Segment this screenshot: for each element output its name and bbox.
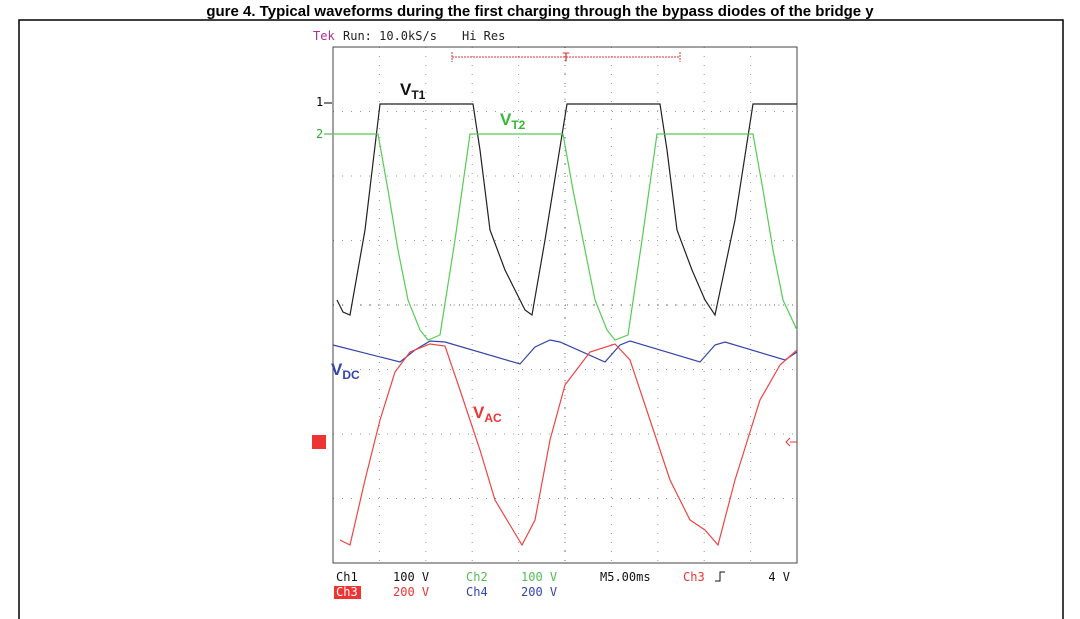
label-main: V — [331, 360, 343, 379]
readout-text: M5.00ms — [600, 570, 651, 584]
caption: gure 4. Typical waveforms during the fir… — [206, 3, 874, 20]
label-vdc: VDC — [331, 360, 360, 382]
label-vt1: VT1 — [400, 80, 426, 102]
label-vac: VAC — [473, 403, 502, 425]
readout-text: 4 V — [768, 570, 790, 584]
marker-1: 1 — [316, 95, 323, 109]
trace-vdc — [332, 339, 798, 365]
readout-text: Ch2 — [466, 570, 488, 584]
label-main: V — [400, 80, 412, 99]
readout-text: Ch3 — [683, 570, 705, 584]
readout-text: 100 V — [393, 570, 429, 584]
ch3-box — [334, 586, 361, 599]
label-sub: AC — [484, 411, 502, 425]
scope-border — [332, 46, 798, 564]
marker-ref — [785, 437, 797, 447]
readout-text: 200 V — [521, 585, 557, 599]
trace-vt2 — [333, 133, 798, 341]
label-vt2: VT2 — [500, 110, 526, 132]
label-sub: DC — [342, 368, 360, 382]
marker-3 — [312, 435, 326, 449]
label-main: V — [473, 403, 485, 422]
mode: Hi Res — [462, 29, 505, 43]
scope-grid — [333, 47, 797, 563]
trigger-bracket — [451, 52, 681, 62]
label-main: V — [500, 110, 512, 129]
label-sub: T1 — [411, 88, 425, 102]
label-sub: T2 — [511, 118, 525, 132]
trigger: T — [562, 51, 569, 65]
readout-text: Ch4 — [466, 585, 488, 599]
trace-vt1 — [336, 103, 797, 317]
marker-2: 2 — [316, 127, 323, 141]
slope-icon — [715, 571, 725, 582]
trace-vac — [339, 343, 798, 547]
brand: Tek — [313, 29, 335, 43]
status: Run: 10.0kS/s — [343, 29, 437, 43]
readout-text: 200 V — [393, 585, 429, 599]
figure-frame — [18, 19, 1064, 619]
readout: Ch1 100 V Ch2 100 V M5.00ms Ch3 4 V Ch3 … — [334, 570, 790, 599]
readout-text: Ch3 — [336, 585, 358, 599]
readout-text: 100 V — [521, 570, 557, 584]
readout-text: Ch1 — [336, 570, 358, 584]
